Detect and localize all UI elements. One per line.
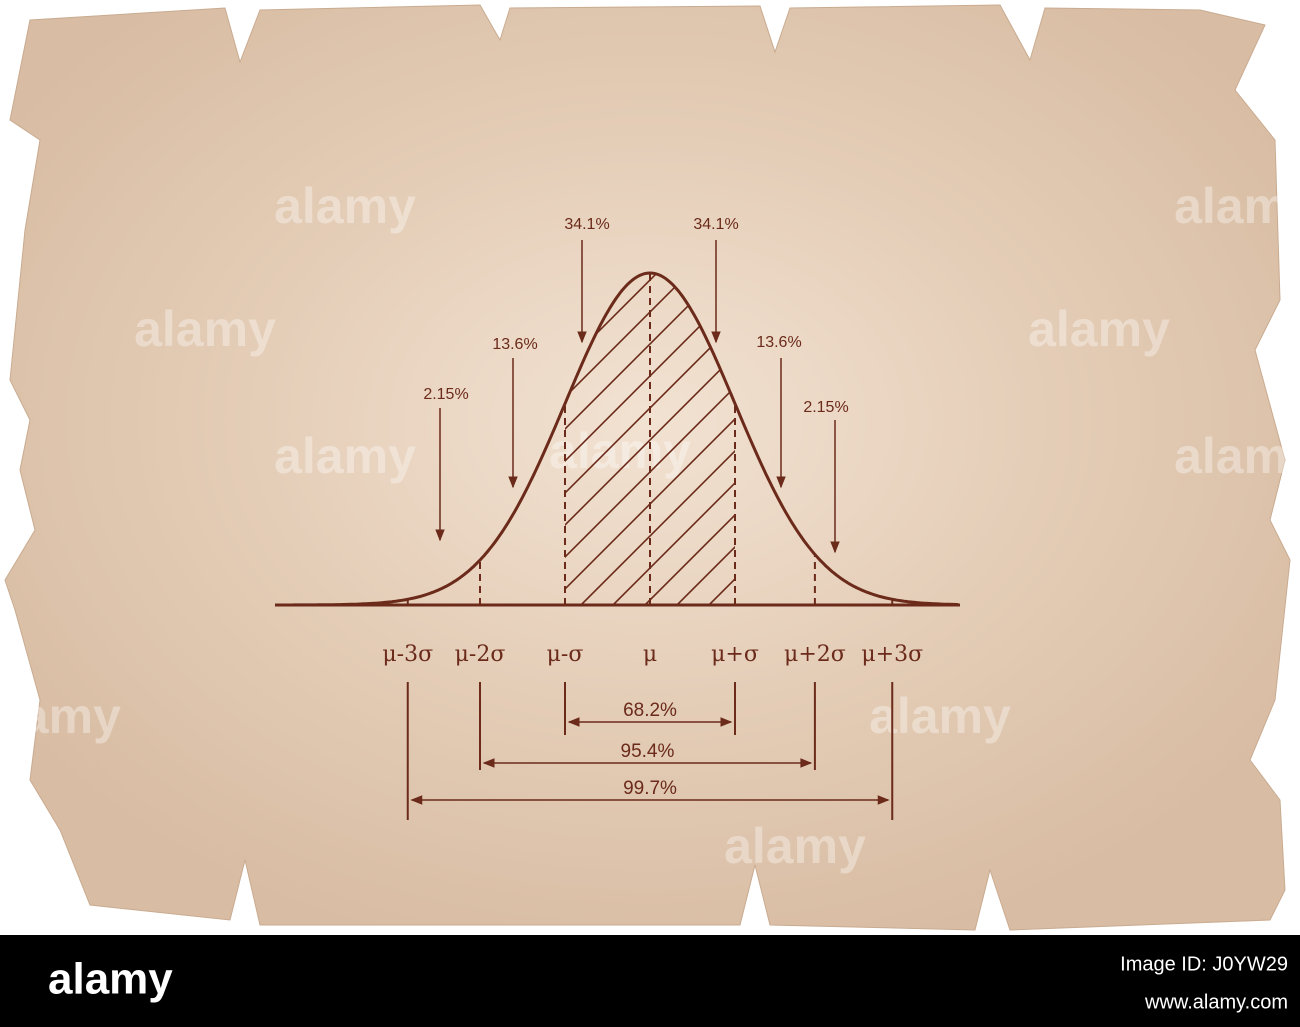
arrow-head	[711, 331, 721, 344]
area-label: 2.15%	[803, 399, 848, 416]
area-label: 13.6%	[756, 334, 801, 351]
hatching	[565, 273, 735, 605]
sigma-label: μ+σ	[711, 642, 759, 667]
footer-bar	[0, 935, 1300, 1027]
range-head	[877, 795, 890, 805]
watermark: alamy	[869, 688, 1011, 744]
watermark: alamy	[1174, 428, 1300, 484]
area-label: 13.6%	[492, 336, 537, 353]
range-head	[482, 758, 495, 768]
arrow-head	[435, 529, 445, 542]
hatch-line	[565, 273, 735, 605]
watermark: alamy	[134, 301, 276, 357]
sigma-label: μ+3σ	[861, 642, 923, 667]
sigma-label: μ+2σ	[784, 642, 846, 667]
watermark: alamy	[274, 178, 416, 234]
arrow-head	[776, 476, 786, 489]
hatch-line	[644, 273, 735, 605]
area-label: 34.1%	[693, 216, 738, 233]
watermark: alamy	[274, 428, 416, 484]
hatch-line	[676, 273, 735, 605]
hatch-line	[612, 273, 735, 605]
area-label: 34.1%	[564, 216, 609, 233]
hatch-line	[580, 273, 735, 605]
watermark: alamy	[1174, 178, 1300, 234]
footer-url: www.alamy.com	[1144, 991, 1288, 1013]
arrow-head	[830, 541, 840, 554]
parchment	[4, 4, 1291, 931]
range-head	[410, 795, 423, 805]
range-label: 95.4%	[621, 741, 675, 762]
watermark: alamy	[724, 818, 866, 874]
sigma-label: μ-3σ	[382, 642, 433, 667]
hatch-line	[565, 273, 730, 605]
arrow-head	[508, 476, 518, 489]
arrow-head	[577, 331, 587, 344]
hatch-line	[565, 273, 698, 605]
range-head	[567, 717, 580, 727]
hatch-line	[565, 273, 735, 605]
hatch-line	[565, 273, 735, 605]
range-label: 68.2%	[623, 700, 677, 721]
hatch-line	[565, 273, 666, 605]
bell-curve	[282, 271, 958, 607]
range-label: 99.7%	[623, 778, 677, 799]
watermark: alamy	[1028, 301, 1170, 357]
footer-brand: alamy	[48, 955, 173, 1004]
sigma-label: μ-σ	[547, 642, 584, 667]
sigma-label: μ-2σ	[455, 642, 506, 667]
range-head	[720, 717, 733, 727]
watermark: alamy	[0, 688, 121, 744]
range-head	[800, 758, 813, 768]
image-id: Image ID: J0YW29	[1120, 953, 1288, 975]
sigma-label: μ	[643, 642, 657, 667]
area-label: 2.15%	[423, 386, 468, 403]
hatch-line	[565, 273, 735, 605]
